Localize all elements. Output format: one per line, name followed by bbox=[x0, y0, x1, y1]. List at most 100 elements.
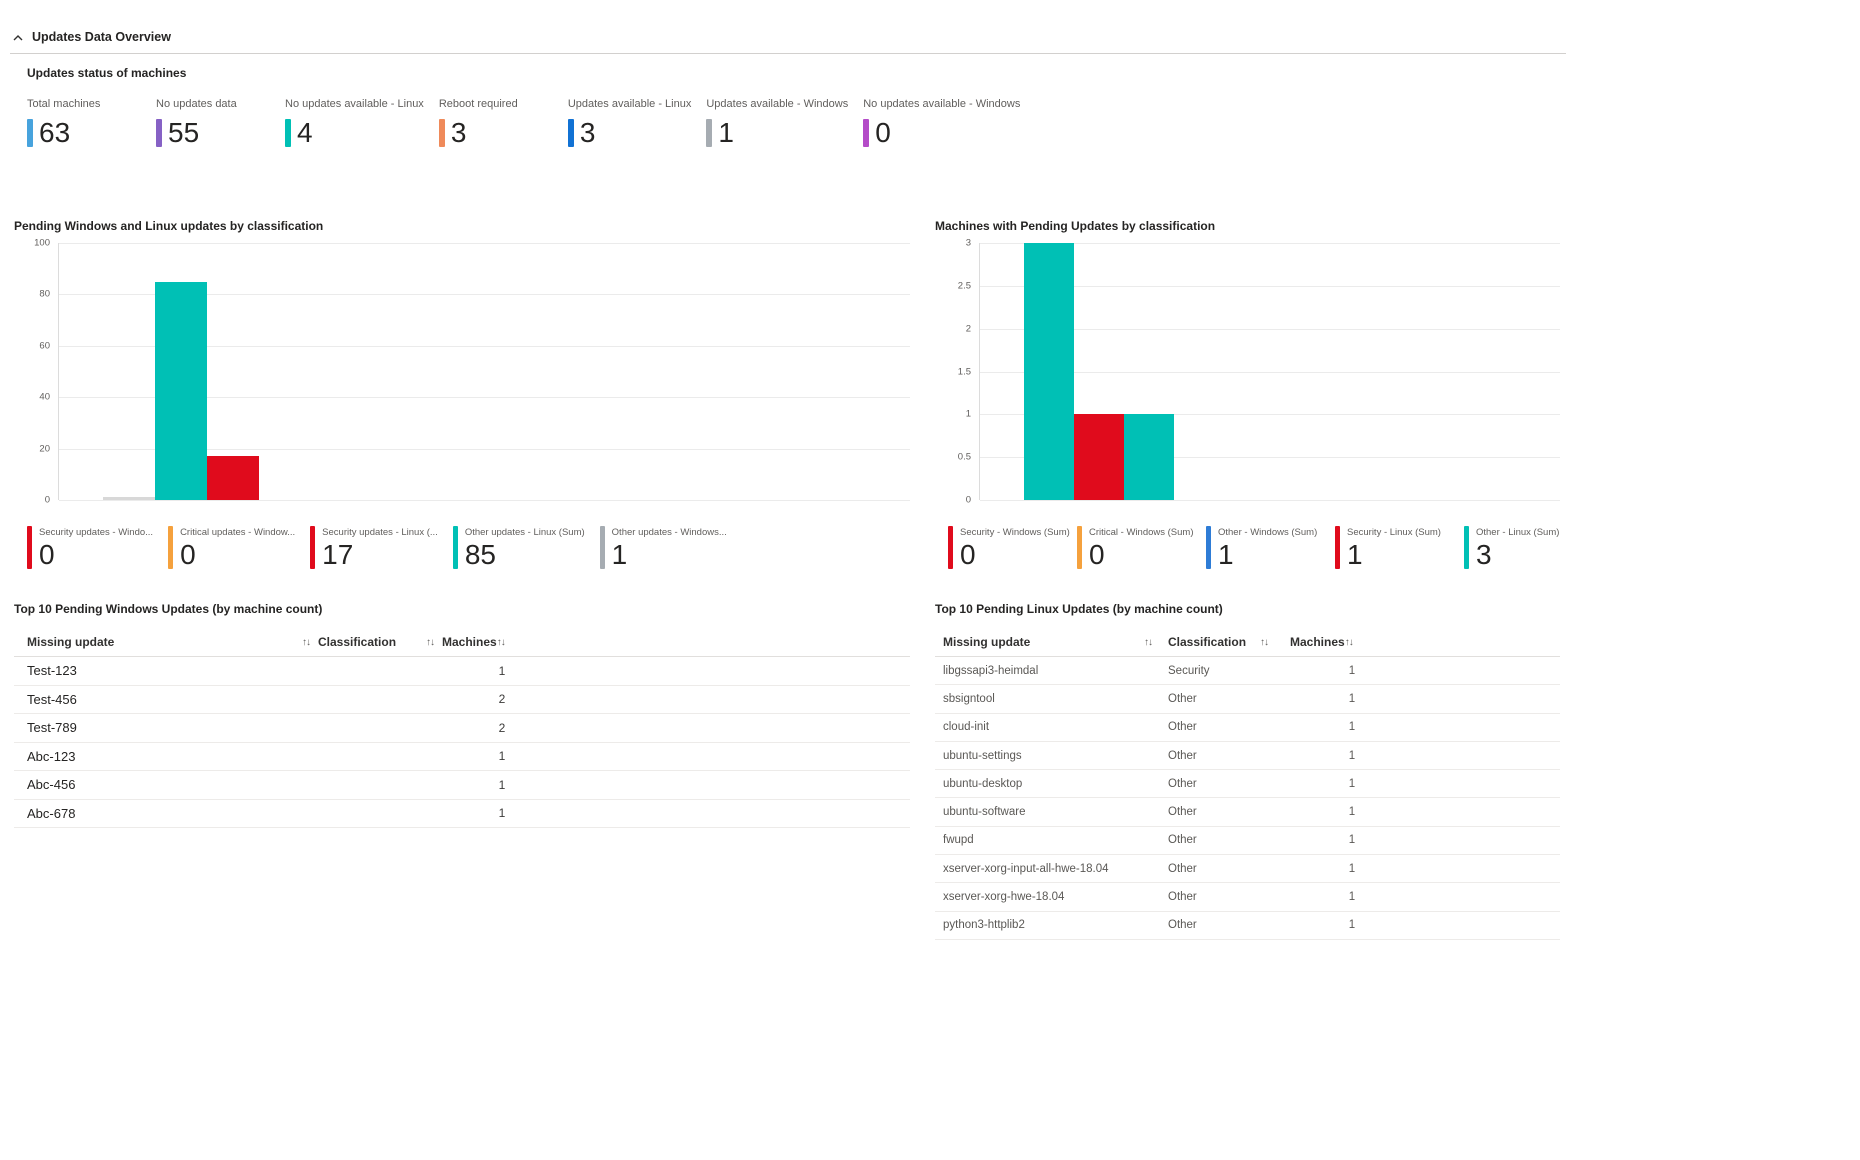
gridline bbox=[980, 328, 1560, 330]
legend-tile-other-updates-linux-sum: Other updates - Linux (Sum) 85 bbox=[452, 526, 585, 570]
sort-icon[interactable]: ↑↓ bbox=[1260, 636, 1269, 648]
linux-updates-table: Missing update ↑↓ Classification ↑↓ Mach… bbox=[935, 628, 1560, 940]
cell-missing-update: Abc-678 bbox=[27, 805, 76, 821]
charts-row: Pending Windows and Linux updates by cla… bbox=[14, 219, 1566, 569]
legend-value: 17 bbox=[322, 539, 354, 570]
gridline bbox=[59, 397, 910, 399]
cell-missing-update: python3-httplib2 bbox=[943, 919, 1025, 932]
y-axis-tick: 40 bbox=[39, 391, 50, 403]
cell-missing-update: ubuntu-desktop bbox=[943, 777, 1023, 790]
legend-value: 1 bbox=[1218, 539, 1234, 570]
table-row[interactable]: Test-456 2 bbox=[14, 686, 910, 714]
y-axis-tick: 1.5 bbox=[957, 366, 971, 377]
column-header-missing-update[interactable]: Missing update ↑↓ bbox=[935, 635, 1160, 649]
table-row[interactable]: ubuntu-software Other 1 bbox=[935, 798, 1560, 827]
cell-classification: Other bbox=[1168, 919, 1197, 932]
section-divider bbox=[10, 53, 1566, 54]
cell-missing-update: xserver-xorg-hwe-18.04 bbox=[943, 891, 1065, 904]
cell-classification: Other bbox=[1168, 721, 1197, 734]
sort-icon[interactable]: ↑↓ bbox=[426, 636, 435, 648]
legend-color-bar bbox=[27, 526, 32, 569]
legend-label: Critical - Windows (Sum) bbox=[1089, 527, 1194, 538]
table-row[interactable]: sbsigntool Other 1 bbox=[935, 685, 1560, 714]
cell-missing-update: Test-123 bbox=[27, 663, 77, 679]
legend-color-bar bbox=[310, 526, 316, 569]
legend-tile-security-linux-sum: Security - Linux (Sum) 1 bbox=[1335, 526, 1449, 569]
chart-legend: Security - Windows (Sum) 0 Critical - Wi… bbox=[948, 526, 1560, 569]
gridline bbox=[59, 345, 910, 347]
cell-missing-update: Abc-123 bbox=[27, 748, 76, 764]
table-row[interactable]: cloud-init Other 1 bbox=[935, 714, 1560, 742]
column-header-classification[interactable]: Classification ↑↓ bbox=[318, 635, 442, 649]
chart-bar-other-updates-windows bbox=[103, 497, 155, 500]
table-row[interactable]: Test-789 2 bbox=[14, 714, 910, 743]
kpi-color-bar bbox=[567, 119, 574, 147]
chart-bar-other-windows bbox=[1124, 414, 1174, 500]
table-title: Top 10 Pending Linux Updates (by machine… bbox=[935, 602, 1223, 616]
sort-icon[interactable]: ↑↓ bbox=[302, 636, 311, 648]
table-row[interactable]: ubuntu-settings Other 1 bbox=[935, 742, 1560, 771]
sort-icon[interactable]: ↑↓ bbox=[496, 636, 506, 648]
column-header-classification[interactable]: Classification ↑↓ bbox=[1160, 635, 1290, 649]
cell-classification: Other bbox=[1168, 806, 1197, 819]
chart-bar-security-updates-linux bbox=[207, 456, 259, 500]
cell-classification: Other bbox=[1168, 749, 1197, 762]
cell-machines: 1 bbox=[1348, 919, 1356, 932]
y-axis-labels: 100 80 60 40 20 0 bbox=[14, 238, 58, 506]
column-label: Classification bbox=[318, 635, 397, 649]
cell-missing-update: xserver-xorg-input-all-hwe-18.04 bbox=[943, 862, 1109, 875]
kpi-label: No updates available - Linux bbox=[285, 98, 424, 110]
cell-machines: 1 bbox=[498, 777, 506, 792]
chart-bar-other-updates-linux bbox=[155, 281, 207, 500]
legend-tile-security-updates-linux: Security updates - Linux (... 17 bbox=[310, 526, 438, 569]
gridline bbox=[59, 500, 910, 501]
table-row[interactable]: xserver-xorg-input-all-hwe-18.04 Other 1 bbox=[935, 855, 1560, 884]
column-header-machines[interactable]: Machines ↑↓ bbox=[442, 635, 562, 649]
gridline bbox=[59, 448, 910, 450]
gridline bbox=[980, 243, 1560, 244]
y-axis-tick: 60 bbox=[39, 340, 50, 352]
legend-tile-other-updates-windows: Other updates - Windows... 1 bbox=[599, 526, 727, 569]
kpi-tile-no-updates-available-linux: No updates available - Linux 4 bbox=[285, 98, 424, 147]
kpi-tile-no-updates-available-windows: No updates available - Windows 0 bbox=[863, 98, 1020, 147]
table-row[interactable]: Abc-678 1 bbox=[14, 800, 910, 828]
column-header-machines[interactable]: Machines ↑↓ bbox=[1290, 635, 1414, 649]
chart-title: Pending Windows and Linux updates by cla… bbox=[14, 219, 324, 233]
legend-tile-critical-updates-window: Critical updates - Window... 0 bbox=[168, 526, 295, 569]
legend-color-bar bbox=[599, 526, 605, 569]
cell-machines: 2 bbox=[498, 692, 506, 707]
kpi-color-bar bbox=[285, 119, 291, 147]
y-axis-tick: 0 bbox=[965, 494, 971, 506]
section-collapse-header[interactable]: Updates Data Overview bbox=[10, 30, 1566, 44]
table-row[interactable]: Abc-123 1 bbox=[14, 743, 910, 771]
table-row[interactable]: xserver-xorg-hwe-18.04 Other 1 bbox=[935, 883, 1560, 912]
table-row[interactable]: Abc-456 1 bbox=[14, 771, 910, 800]
y-axis-tick: 80 bbox=[39, 288, 50, 300]
tables-row: Top 10 Pending Windows Updates (by machi… bbox=[14, 602, 1566, 940]
table-title: Top 10 Pending Windows Updates (by machi… bbox=[14, 602, 323, 616]
kpi-color-bar bbox=[863, 119, 870, 147]
sort-icon[interactable]: ↑↓ bbox=[1344, 636, 1354, 648]
table-row[interactable]: Test-123 1 bbox=[14, 657, 910, 686]
column-header-missing-update[interactable]: Missing update ↑↓ bbox=[14, 635, 318, 649]
legend-label: Critical updates - Window... bbox=[180, 527, 296, 538]
cell-machines: 1 bbox=[1348, 664, 1356, 677]
legend-color-bar bbox=[1335, 526, 1340, 569]
kpi-label: Total machines bbox=[27, 98, 101, 110]
cell-machines: 1 bbox=[1348, 834, 1356, 847]
table-row[interactable]: ubuntu-desktop Other 1 bbox=[935, 770, 1560, 799]
cell-classification: Other bbox=[1168, 777, 1197, 790]
sort-icon[interactable]: ↑↓ bbox=[1144, 636, 1153, 648]
table-row[interactable]: fwupd Other 1 bbox=[935, 827, 1560, 856]
legend-label: Security - Linux (Sum) bbox=[1347, 527, 1441, 538]
chevron-up-icon[interactable] bbox=[12, 31, 24, 43]
cell-missing-update: ubuntu-software bbox=[943, 806, 1026, 819]
cell-machines: 1 bbox=[1348, 806, 1356, 819]
table-row[interactable]: python3-httplib2 Other 1 bbox=[935, 912, 1560, 940]
legend-value: 85 bbox=[464, 539, 496, 570]
cell-machines: 1 bbox=[1348, 777, 1356, 790]
table-row[interactable]: libgssapi3-heimdal Security 1 bbox=[935, 657, 1560, 686]
kpi-value: 55 bbox=[168, 117, 200, 148]
legend-label: Security updates - Linux (... bbox=[322, 527, 438, 538]
kpi-color-bar bbox=[706, 119, 713, 147]
